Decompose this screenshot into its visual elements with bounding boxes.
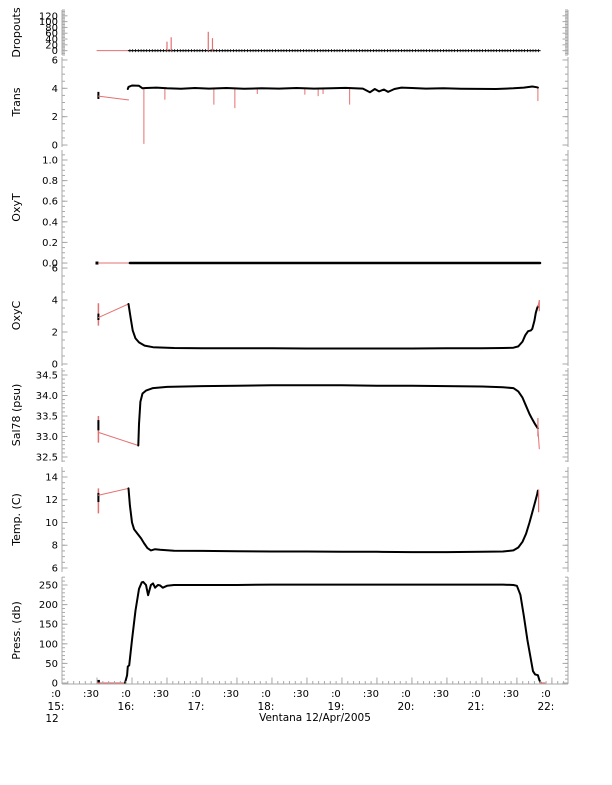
series-line-sal78 <box>537 427 540 450</box>
x-tick-label: :0 <box>191 689 201 700</box>
y-tick-label-dropouts: 80 <box>45 23 58 34</box>
y-tick-label-trans: 0 <box>52 141 58 152</box>
x-tick-label: :0 <box>261 689 271 700</box>
y-tick-label-press: 200 <box>39 600 58 611</box>
series-line-temp <box>97 487 129 496</box>
y-tick-label-oxyc: 2 <box>52 328 58 339</box>
x-hour-label: 22: <box>537 701 554 713</box>
y-axis-label-oxyt: OxyT <box>10 193 23 222</box>
series-line-temp <box>127 487 539 554</box>
y-tick-label-oxyt: 0.4 <box>42 217 58 228</box>
y-tick-label-dropouts: 40 <box>45 35 58 46</box>
y-axis-label-press: Press. (db) <box>10 601 23 660</box>
y-tick-label-sal78: 32.5 <box>36 452 58 463</box>
marker-dot-oxyt <box>95 261 99 265</box>
y-tick-label-temp: 6 <box>52 563 58 574</box>
y-tick-label-sal78: 33.0 <box>36 432 58 443</box>
y-tick-label-dropouts: 60 <box>45 29 58 40</box>
y-axis-label-trans: Trans <box>10 87 23 117</box>
y-tick-label-press: 0 <box>52 679 58 690</box>
x-date-label: 12 <box>45 713 58 725</box>
x-tick-label: :30 <box>293 689 309 700</box>
series-line-sal78 <box>97 431 139 446</box>
x-tick-label: :30 <box>83 689 99 700</box>
y-tick-label-oxyt: 0.8 <box>42 176 58 187</box>
y-tick-label-dropouts: 0 <box>52 46 58 57</box>
x-tick-label: :30 <box>503 689 519 700</box>
y-tick-label-temp: 8 <box>52 541 58 552</box>
series-line-trans <box>97 95 129 101</box>
y-axis-label-sal78: Sal78 (psu) <box>10 384 23 447</box>
x-tick-label: :30 <box>363 689 379 700</box>
y-tick-label-oxyt: 0.6 <box>42 197 58 208</box>
x-tick-label: :0 <box>51 689 61 700</box>
y-tick-label-oxyt: 1.0 <box>42 155 58 166</box>
x-tick-label: :0 <box>331 689 341 700</box>
y-axis-label-temp: Temp. (C) <box>10 493 23 547</box>
y-tick-label-temp: 12 <box>45 495 58 506</box>
x-tick-label: :0 <box>541 689 551 700</box>
x-tick-label: :0 <box>401 689 411 700</box>
y-tick-label-press: 150 <box>39 620 58 631</box>
x-hour-label: 15: <box>48 701 65 713</box>
x-tick-label: :30 <box>223 689 239 700</box>
x-hour-label: 21: <box>467 701 484 713</box>
series-line-press <box>124 580 542 684</box>
y-tick-label-oxyc: 6 <box>52 264 58 275</box>
y-tick-label-sal78: 33.5 <box>36 412 58 423</box>
series-line-oxyc <box>127 303 539 350</box>
x-axis-title: Ventana 12/Apr/2005 <box>259 712 371 724</box>
y-tick-label-sal78: 34.5 <box>36 371 58 382</box>
y-tick-label-sal78: 34.0 <box>36 391 58 402</box>
x-hour-label: 17: <box>188 701 205 713</box>
x-tick-label: :0 <box>121 689 131 700</box>
y-tick-label-trans: 6 <box>52 55 58 66</box>
y-tick-label-temp: 14 <box>45 472 58 483</box>
x-hour-label: 18: <box>258 701 275 713</box>
y-axis-label-dropouts: Dropouts <box>10 7 23 57</box>
series-line-sal78 <box>137 384 539 447</box>
y-tick-label-oxyc: 4 <box>52 296 58 307</box>
x-hour-label: 20: <box>397 701 414 713</box>
y-tick-label-press: 250 <box>39 580 58 591</box>
y-tick-label-trans: 2 <box>52 112 58 123</box>
y-tick-label-temp: 10 <box>45 518 58 529</box>
y-tick-label-dropouts: 100 <box>39 17 58 28</box>
marker-dot-press <box>96 679 100 683</box>
y-tick-label-trans: 4 <box>52 84 58 95</box>
y-tick-label-dropouts: 120 <box>39 11 58 22</box>
y-axis-label-oxyc: OxyC <box>10 301 23 331</box>
x-tick-label: :0 <box>471 689 481 700</box>
y-tick-label-press: 50 <box>45 659 58 670</box>
y-tick-label-oxyt: 0.2 <box>42 238 58 249</box>
series-line-trans <box>126 84 539 94</box>
y-tick-label-oxyc: 0 <box>52 360 58 371</box>
x-tick-label: :30 <box>433 689 449 700</box>
x-hour-label: 19: <box>327 701 344 713</box>
y-tick-label-press: 100 <box>39 639 58 650</box>
series-line-oxyc <box>97 303 129 319</box>
y-tick-label-dropouts: 20 <box>45 40 58 51</box>
x-tick-label: :30 <box>153 689 169 700</box>
x-hour-label: 16: <box>118 701 135 713</box>
y-tick-label-oxyt: 0.0 <box>42 259 58 270</box>
